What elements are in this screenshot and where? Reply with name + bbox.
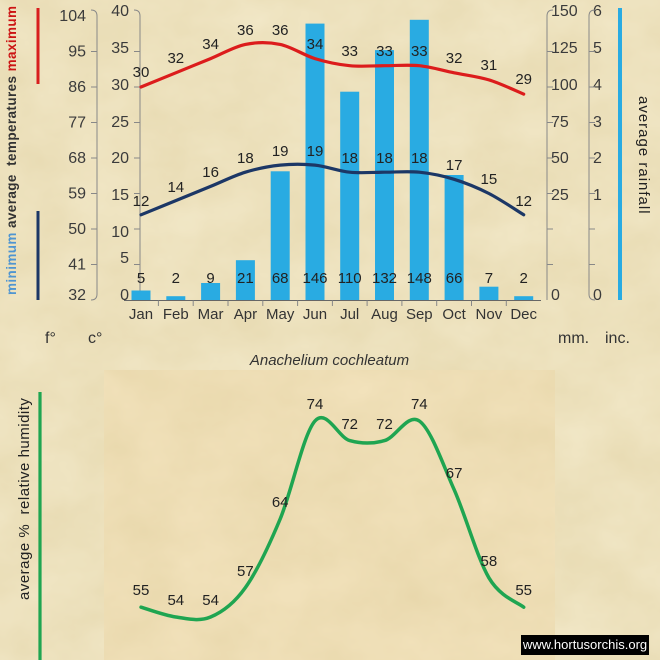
svg-text:67: 67: [446, 465, 463, 482]
svg-text:58: 58: [481, 553, 498, 570]
svg-text:64: 64: [272, 494, 289, 511]
svg-text:55: 55: [515, 582, 532, 599]
svg-text:54: 54: [202, 592, 219, 609]
svg-text:72: 72: [341, 416, 358, 433]
svg-text:72: 72: [376, 416, 393, 433]
svg-text:74: 74: [411, 396, 428, 413]
svg-text:54: 54: [167, 592, 184, 609]
svg-text:74: 74: [307, 396, 324, 413]
svg-text:55: 55: [133, 582, 150, 599]
svg-text:57: 57: [237, 563, 254, 580]
